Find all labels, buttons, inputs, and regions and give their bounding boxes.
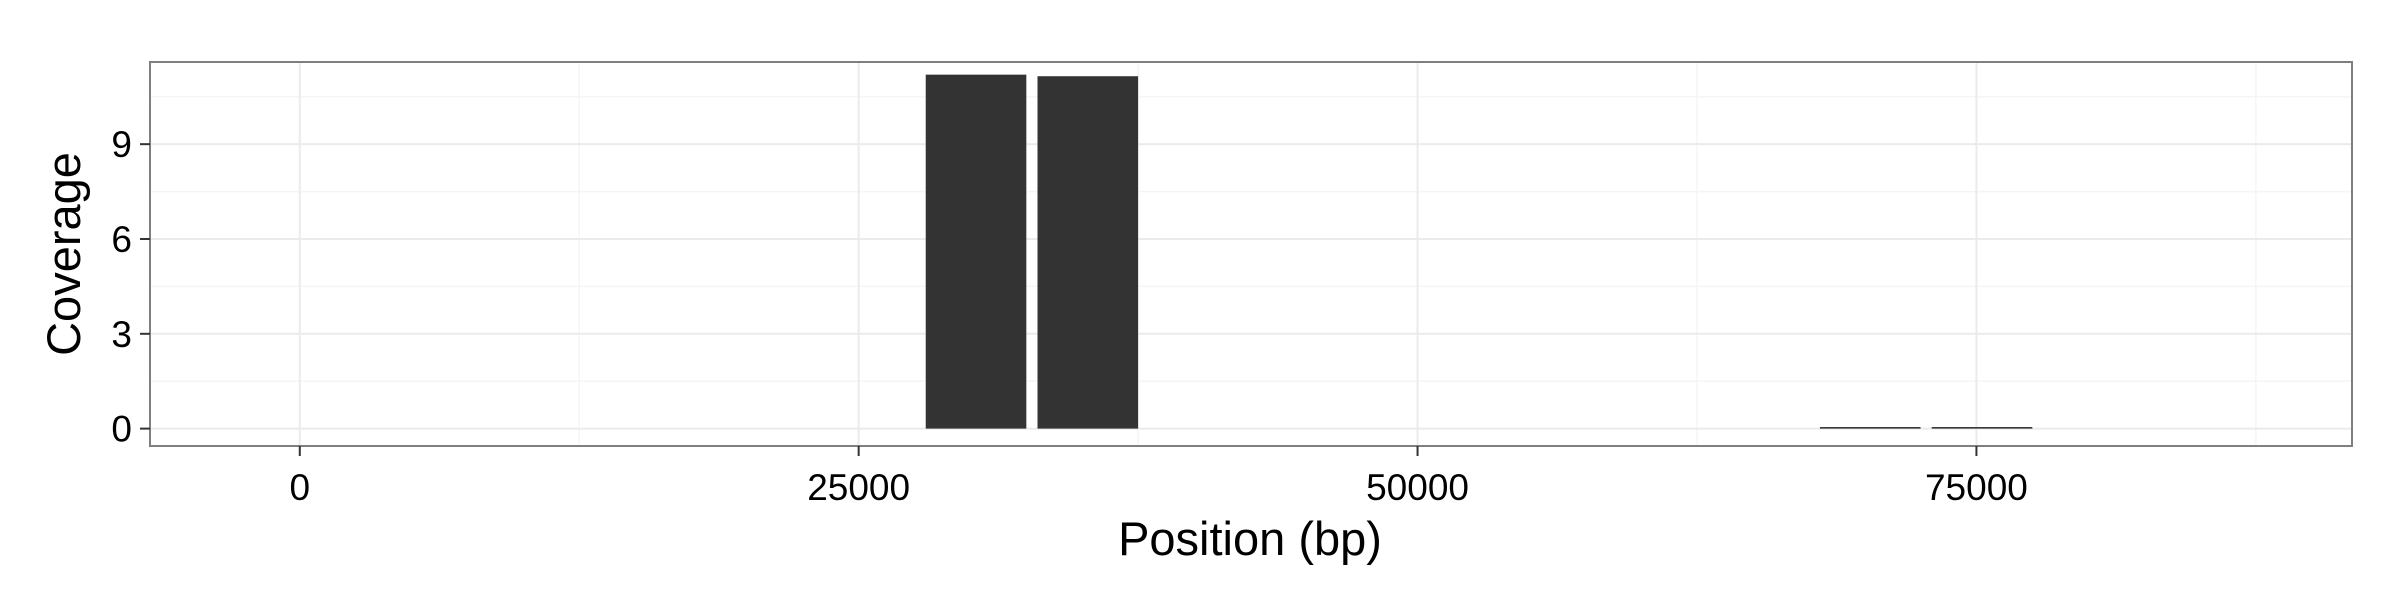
x-tick-label: 50000: [1366, 467, 1469, 508]
y-tick-label: 6: [111, 219, 132, 260]
coverage-bar: [1819, 427, 1921, 429]
y-tick-label: 9: [111, 124, 132, 165]
x-axis-ticks: 0 25000 50000 75000: [289, 446, 2028, 508]
y-axis-title: Coverage: [37, 152, 90, 356]
coverage-bar: [925, 74, 1027, 429]
y-axis-ticks: 0 3 6 9: [111, 124, 150, 450]
coverage-bar: [1931, 427, 2033, 429]
coverage-bar: [1037, 76, 1139, 429]
x-axis-title: Position (bp): [1118, 512, 1382, 565]
y-tick-label: 3: [111, 314, 132, 355]
panel-border: [149, 61, 2353, 447]
bars: [925, 74, 2033, 429]
x-tick-label: 0: [289, 467, 310, 508]
y-tick-label: 0: [111, 409, 132, 450]
x-tick-label: 25000: [807, 467, 910, 508]
x-tick-label: 75000: [1925, 467, 2028, 508]
